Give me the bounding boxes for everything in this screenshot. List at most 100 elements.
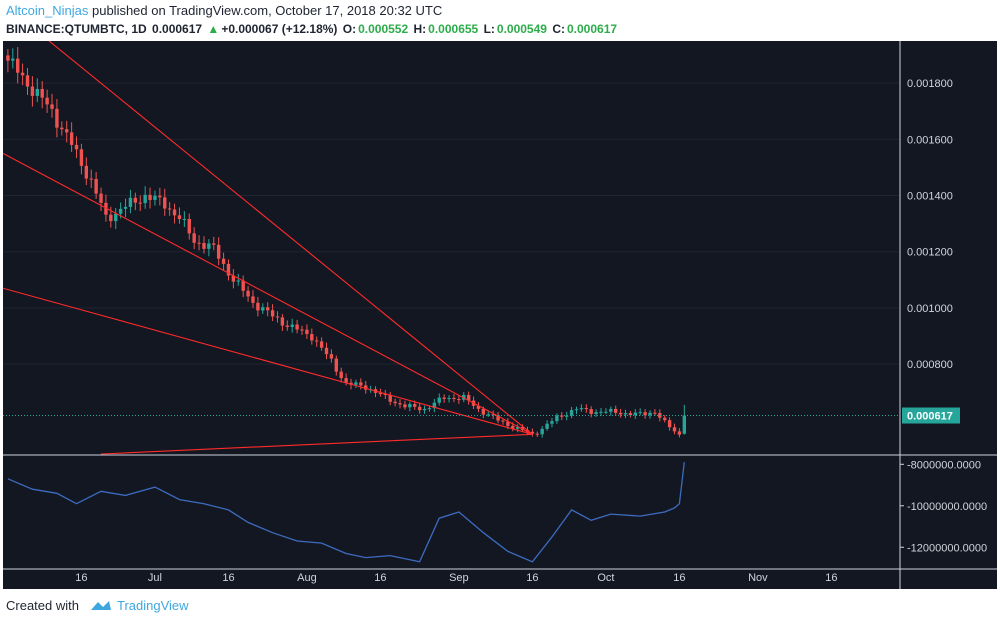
candle-down[interactable] — [197, 242, 201, 244]
candle-down[interactable] — [530, 431, 535, 434]
candle-down[interactable] — [212, 243, 216, 245]
candle-up[interactable] — [437, 397, 441, 403]
candle-down[interactable] — [285, 325, 289, 327]
indicator-line[interactable] — [7, 462, 685, 563]
candle-down[interactable] — [501, 420, 505, 422]
candle-down[interactable] — [89, 178, 93, 180]
candle-down[interactable] — [413, 404, 417, 407]
candle-down[interactable] — [20, 72, 25, 76]
candle-up[interactable] — [236, 280, 240, 282]
candle-down[interactable] — [359, 382, 363, 386]
candle-down[interactable] — [275, 316, 280, 318]
candle-down[interactable] — [388, 394, 392, 402]
candle-up[interactable] — [432, 402, 437, 409]
tradingview-brand-link[interactable]: TradingView — [116, 598, 189, 613]
candle-down[interactable] — [177, 215, 182, 220]
candle-down[interactable] — [663, 417, 667, 421]
candle-down[interactable] — [364, 385, 368, 390]
candle-up[interactable] — [427, 408, 432, 410]
candle-down[interactable] — [584, 408, 588, 410]
candle-down[interactable] — [305, 329, 309, 335]
candle-up[interactable] — [638, 412, 642, 414]
candle-down[interactable] — [172, 209, 177, 216]
trendline[interactable] — [2, 152, 533, 435]
candle-down[interactable] — [133, 197, 138, 203]
candle-up[interactable] — [114, 213, 118, 222]
candle-up[interactable] — [599, 411, 603, 413]
candle-up[interactable] — [623, 413, 628, 415]
candle-down[interactable] — [109, 214, 113, 222]
candle-down[interactable] — [324, 347, 329, 355]
candle-down[interactable] — [511, 425, 515, 429]
trendline[interactable] — [41, 34, 533, 435]
candle-up[interactable] — [128, 197, 133, 207]
candle-down[interactable] — [221, 258, 226, 264]
candle-down[interactable] — [452, 398, 456, 400]
candle-down[interactable] — [187, 218, 191, 234]
candle-down[interactable] — [202, 243, 206, 249]
candle-down[interactable] — [256, 302, 260, 311]
candle-down[interactable] — [672, 427, 677, 432]
author-link[interactable]: Altcoin_Ninjas — [6, 3, 89, 18]
candle-down[interactable] — [658, 413, 662, 418]
candle-down[interactable] — [50, 104, 54, 109]
trendline[interactable] — [2, 287, 533, 435]
candle-up[interactable] — [408, 404, 412, 408]
candle-up[interactable] — [422, 409, 427, 411]
candle-down[interactable] — [6, 55, 10, 61]
candle-up[interactable] — [182, 218, 187, 220]
candle-down[interactable] — [491, 414, 495, 416]
chart-svg[interactable]: 0.001800 0.001600 0.001400 0.001200 0.001000… — [2, 34, 997, 589]
candle-up[interactable] — [633, 412, 638, 416]
candle-down[interactable] — [403, 404, 407, 408]
candle-down[interactable] — [251, 296, 255, 303]
candle-up[interactable] — [569, 410, 574, 416]
candle-up[interactable] — [550, 421, 554, 424]
candle-down[interactable] — [334, 358, 339, 372]
candle-down[interactable] — [393, 401, 397, 404]
candle-up[interactable] — [604, 411, 608, 413]
candle-down[interactable] — [167, 208, 172, 210]
candle-down[interactable] — [231, 275, 236, 282]
candle-down[interactable] — [60, 127, 64, 130]
candle-up[interactable] — [609, 408, 613, 412]
candle-down[interactable] — [300, 329, 304, 331]
candle-up[interactable] — [545, 423, 549, 429]
candle-up[interactable] — [579, 408, 584, 410]
candle-down[interactable] — [383, 394, 388, 396]
candle-down[interactable] — [25, 75, 30, 87]
candle-down[interactable] — [226, 263, 231, 276]
candle-up[interactable] — [261, 307, 265, 311]
candle-up[interactable] — [594, 412, 598, 415]
candle-down[interactable] — [158, 195, 162, 198]
candle-down[interactable] — [99, 193, 103, 203]
candle-up[interactable] — [35, 88, 40, 96]
candle-up[interactable] — [564, 415, 569, 417]
candle-up[interactable] — [143, 194, 147, 204]
candle-down[interactable] — [310, 334, 314, 341]
candle-up[interactable] — [447, 398, 451, 400]
candle-down[interactable] — [329, 354, 334, 359]
candle-down[interactable] — [339, 371, 343, 379]
candle-down[interactable] — [30, 86, 35, 96]
candle-up[interactable] — [118, 208, 123, 214]
candle-down[interactable] — [417, 406, 422, 411]
candle-down[interactable] — [667, 420, 672, 428]
candle-down[interactable] — [148, 194, 152, 200]
trendline[interactable] — [101, 433, 533, 455]
candle-down[interactable] — [241, 280, 245, 291]
candle-down[interactable] — [476, 405, 481, 409]
candle-down[interactable] — [643, 412, 647, 416]
candle-down[interactable] — [506, 421, 510, 426]
candle-down[interactable] — [628, 413, 633, 416]
candle-up[interactable] — [354, 382, 358, 385]
candle-down[interactable] — [65, 129, 69, 133]
candle-down[interactable] — [319, 341, 324, 348]
candle-down[interactable] — [45, 97, 49, 105]
candle-down[interactable] — [535, 433, 539, 435]
candle-down[interactable] — [94, 178, 98, 194]
candle-down[interactable] — [653, 412, 657, 414]
candle-down[interactable] — [280, 317, 285, 326]
candle-up[interactable] — [11, 58, 15, 61]
candle-down[interactable] — [79, 149, 84, 166]
